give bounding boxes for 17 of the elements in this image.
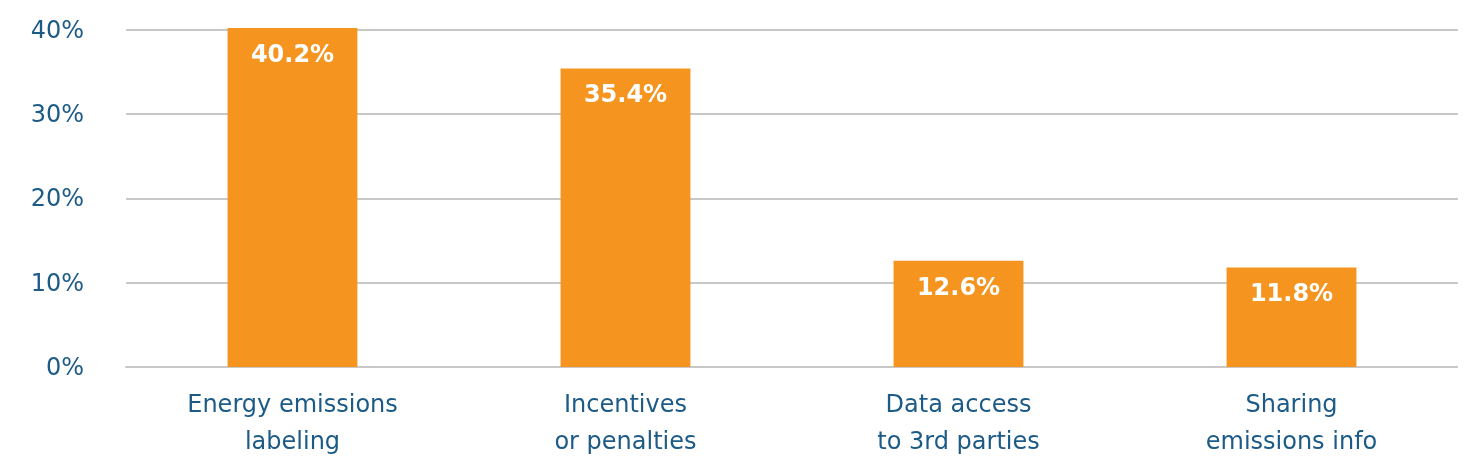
- data-label: 11.8%: [1249, 279, 1334, 308]
- y-tick-label: 20%: [30, 184, 84, 213]
- x-tick-label: Sharing emissions info: [1205, 389, 1378, 455]
- y-tick-label: 30%: [30, 100, 84, 129]
- bar: [1226, 267, 1357, 367]
- bar: [227, 28, 358, 367]
- bar: [560, 68, 691, 367]
- data-label: 35.4%: [583, 80, 668, 109]
- bar: [893, 260, 1024, 367]
- x-tick-label: Data access to 3rd parties: [877, 389, 1040, 455]
- y-tick-label: 0%: [45, 353, 84, 381]
- data-label: 40.2%: [250, 40, 335, 68]
- x-tick-label: Incentives or penalties: [554, 389, 697, 455]
- data-label: 12.6%: [916, 272, 1001, 301]
- y-tick-label: 10%: [30, 268, 84, 297]
- y-tick-label: 40%: [30, 15, 84, 44]
- x-tick-label: Energy emissions labeling: [187, 389, 398, 455]
